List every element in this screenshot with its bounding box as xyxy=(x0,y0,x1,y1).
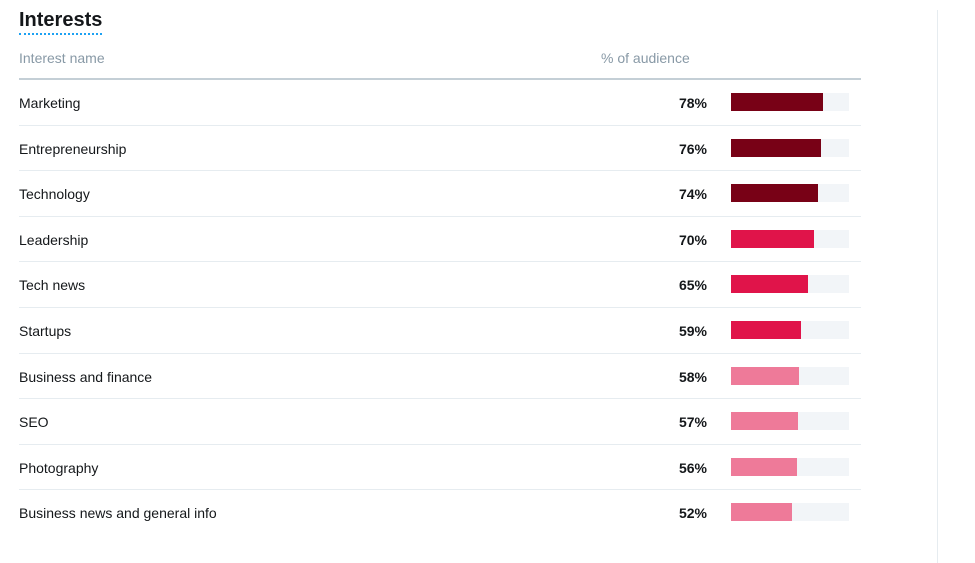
column-header-percent-audience: % of audience xyxy=(601,50,690,66)
percent-bar-track xyxy=(731,93,849,111)
interest-name: Startups xyxy=(19,322,72,339)
interests-panel: Interests Interest name % of audience Ma… xyxy=(19,8,861,536)
table-row: Tech news 65% xyxy=(19,262,861,308)
percent-bar-track xyxy=(731,184,849,203)
percent-bar-fill xyxy=(731,138,821,157)
percent-bar-fill xyxy=(731,366,800,385)
interest-percent: 76% xyxy=(678,140,707,157)
table-row: Technology 74% xyxy=(19,171,861,217)
interest-percent: 74% xyxy=(678,186,707,203)
percent-bar-track xyxy=(731,229,849,248)
percent-bar-track xyxy=(731,412,849,431)
percent-bar-track xyxy=(731,275,849,294)
percent-bar-fill xyxy=(731,412,799,431)
interest-name: Technology xyxy=(19,186,90,203)
table-row: Startups 59% xyxy=(19,308,861,354)
percent-bar-track xyxy=(731,138,849,157)
table-row: Leadership 70% xyxy=(19,217,861,263)
interest-percent: 59% xyxy=(678,322,707,339)
interest-name: Business and finance xyxy=(19,368,153,385)
interest-percent: 70% xyxy=(678,231,707,248)
section-title[interactable]: Interests xyxy=(19,8,103,35)
interest-percent: 56% xyxy=(678,459,707,476)
interest-percent: 65% xyxy=(678,277,707,294)
percent-bar-fill xyxy=(731,320,801,339)
panel-divider xyxy=(937,10,938,563)
table-row: Business and finance 58% xyxy=(19,354,861,400)
table-row: Photography 56% xyxy=(19,445,861,491)
table-row: Marketing 78% xyxy=(19,80,861,126)
interest-percent: 58% xyxy=(678,368,707,385)
interest-name: Leadership xyxy=(19,231,89,248)
percent-bar-fill xyxy=(731,503,793,522)
table-row: SEO 57% xyxy=(19,399,861,445)
interest-name: Photography xyxy=(19,459,99,476)
interest-percent: 78% xyxy=(678,95,707,111)
interest-percent: 52% xyxy=(678,505,707,522)
interest-name: SEO xyxy=(19,414,49,431)
interest-percent: 57% xyxy=(678,414,707,431)
percent-bar-track xyxy=(731,366,849,385)
percent-bar-track xyxy=(731,457,849,476)
interest-name: Marketing xyxy=(19,95,81,111)
percent-bar-track xyxy=(731,320,849,339)
percent-bar-fill xyxy=(731,457,798,476)
interest-name: Tech news xyxy=(19,277,86,294)
column-header-interest-name: Interest name xyxy=(19,50,105,66)
interest-name: Entrepreneurship xyxy=(19,140,127,157)
interests-list: Marketing 78% Entrepreneurship 76% Techn… xyxy=(19,80,861,536)
interest-name: Business news and general info xyxy=(19,505,217,522)
table-header: Interest name % of audience xyxy=(19,39,861,80)
table-row: Business news and general info 52% xyxy=(19,490,861,536)
table-row: Entrepreneurship 76% xyxy=(19,126,861,172)
percent-bar-fill xyxy=(731,275,808,294)
percent-bar-fill xyxy=(731,229,814,248)
percent-bar-fill xyxy=(731,184,819,203)
percent-bar-track xyxy=(731,503,849,522)
percent-bar-fill xyxy=(731,93,824,111)
